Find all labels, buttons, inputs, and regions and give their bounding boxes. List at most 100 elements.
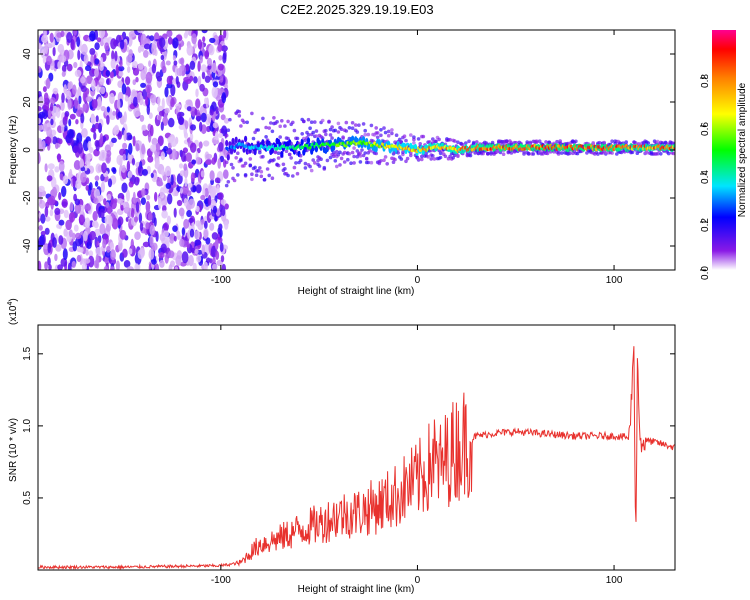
spectrogram-noise-mark <box>178 116 184 125</box>
spectrogram-noise-mark <box>134 263 139 270</box>
spectrogram-halo-mark <box>330 136 334 140</box>
spectrogram-noise-mark <box>190 124 196 131</box>
spectrogram-halo-mark <box>333 159 338 163</box>
spectrogram-halo-mark <box>396 151 401 155</box>
spectrogram-noise-mark <box>85 65 92 72</box>
spectrogram-noise-mark <box>89 30 96 42</box>
colorbar-tick-label: 0.6 <box>700 122 711 136</box>
spectrogram-noise-mark <box>81 262 88 270</box>
spectrogram-halo-mark <box>254 173 259 177</box>
spectrogram-halo-mark <box>363 132 368 137</box>
spectrogram-halo-mark <box>261 116 265 121</box>
spectrogram-halo-mark <box>350 126 355 130</box>
spectrogram-noise-mark <box>179 238 185 247</box>
spectrogram-noise-mark <box>146 86 151 98</box>
snr-y-tick-label: 0.5 <box>22 491 33 505</box>
spectrogram-noise-mark <box>195 156 202 165</box>
spectrogram-noise-mark <box>223 169 229 179</box>
spectrogram-noise-mark <box>174 266 179 270</box>
spectrogram-noise-mark <box>44 227 50 235</box>
spectrogram-halo-mark <box>644 149 649 154</box>
spectrogram-noise-mark <box>100 106 106 112</box>
spectrogram-noise-mark <box>209 222 215 231</box>
spectrogram-noise-mark <box>123 129 127 142</box>
snr-series-line <box>38 346 675 570</box>
snr-multiplier: (x104) <box>7 298 19 325</box>
spectrogram-halo-mark <box>302 119 306 124</box>
spectrogram-halo-mark <box>382 158 386 162</box>
spectrogram-noise-mark <box>178 124 185 130</box>
spectrogram-noise-mark <box>62 175 69 185</box>
spectrogram-halo-mark <box>324 132 328 137</box>
spectrogram-halo-mark <box>292 165 297 170</box>
spectrogram-noise-mark <box>127 134 133 141</box>
spectrogram-noise-mark <box>198 141 203 149</box>
spectrogram-noise-mark <box>76 254 82 263</box>
spectrogram-noise-mark <box>52 136 58 145</box>
spectrogram-halo-mark <box>350 121 355 125</box>
spectrogram-noise-mark <box>93 131 97 140</box>
colorbar-ticks: 0.0 0.2 0.4 0.6 0.8 <box>700 74 711 280</box>
spectrogram-noise-mark <box>138 212 143 224</box>
spectrogram-halo-mark <box>234 156 238 160</box>
spectrogram-band-mark <box>413 143 418 151</box>
spectrogram-halo-mark <box>327 120 331 124</box>
spectrogram-halo-mark <box>287 152 292 157</box>
spectrogram-halo-mark <box>382 126 386 130</box>
spectrogram-noise-mark <box>134 216 138 223</box>
spectrogram-noise-mark <box>125 86 131 98</box>
spectrogram-halo-mark <box>250 111 254 116</box>
spectrogram-band-mark <box>270 147 274 154</box>
snr-ticks: -100 0 100 0.5 1.0 1.5 <box>22 325 675 586</box>
spectrogram-noise-mark <box>54 207 61 215</box>
spectrogram-noise-mark <box>161 98 165 110</box>
spectrogram-halo-mark <box>294 149 298 153</box>
spectrogram-noise-mark <box>62 248 68 261</box>
spectrogram-noise-mark <box>112 126 120 135</box>
spectrogram-halo-mark <box>451 156 456 160</box>
spectrogram-noise-mark <box>80 113 85 124</box>
spectrogram-halo-mark <box>366 160 371 165</box>
spectrogram-noise-mark <box>157 197 162 210</box>
spectrogram-halo-mark <box>504 139 509 144</box>
spectrogram-halo-mark <box>278 124 283 129</box>
spectrogram-noise-mark <box>52 237 57 248</box>
spectrogram-noise-mark <box>196 254 202 263</box>
spectrogram-noise-mark <box>197 75 202 88</box>
snr-xlabel: Height of straight line (km) <box>298 584 415 595</box>
spectrogram-noise-mark <box>103 266 109 270</box>
spectrogram-halo-mark <box>258 166 262 170</box>
spectrogram-noise-mark <box>61 92 65 104</box>
spectrogram-halo-mark <box>390 128 394 132</box>
spectrogram-halo-mark <box>475 140 479 144</box>
spectrogram-noise-mark <box>131 207 135 219</box>
spectrogram-noise-mark <box>191 33 197 45</box>
spectrogram-noise-mark <box>66 63 73 72</box>
spectrogram-noise-mark <box>109 241 115 251</box>
spectrogram-halo-mark <box>610 139 614 143</box>
spectrogram-noise-mark <box>126 160 131 173</box>
spectrogram-band-mark <box>253 148 257 156</box>
spectrogram-noise-mark <box>121 164 126 173</box>
spectrogram-noise-mark <box>195 184 202 194</box>
spectrogram-noise-mark <box>95 254 100 265</box>
spectrogram-noise-mark <box>58 138 63 145</box>
spectrogram-noise-mark <box>117 131 122 140</box>
spectrogram-noise-mark <box>155 263 160 270</box>
spectrogram-noise-mark <box>112 167 117 174</box>
spectrogram-noise-mark <box>151 63 157 74</box>
spectrogram-halo-mark <box>303 138 308 143</box>
spectrogram-halo-mark <box>526 152 531 156</box>
spectrogram-noise-mark <box>125 217 129 222</box>
spectrogram-noise-mark <box>134 176 140 186</box>
spectrogram-noise-mark <box>208 44 215 56</box>
spectrogram-noise-mark <box>98 30 106 39</box>
spectrogram-noise-mark <box>194 230 201 240</box>
spectrogram-halo-mark <box>276 151 281 155</box>
spectrogram-noise-mark <box>146 104 150 115</box>
spectrogram-noise-mark <box>106 115 110 125</box>
spectrogram-noise-mark <box>72 175 76 188</box>
spectrogram-halo-mark <box>426 155 430 159</box>
spectrogram-halo-mark <box>224 183 229 188</box>
spectrogram-noise-mark <box>212 81 219 88</box>
